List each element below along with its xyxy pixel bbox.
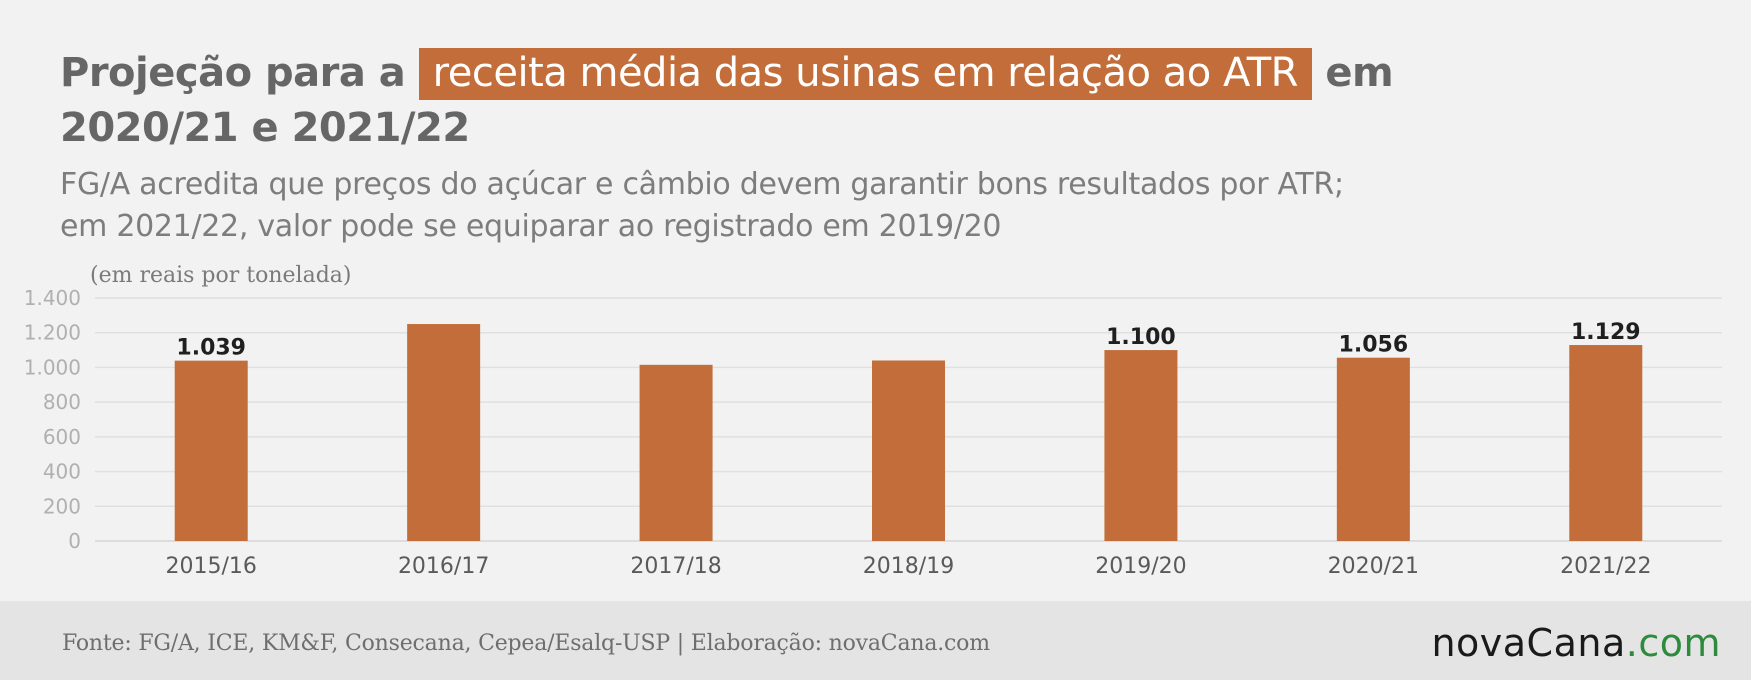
bar-2015-16 [174, 360, 248, 541]
y-tick-label: 600 [43, 425, 81, 449]
chart-subtitle: FG/A acredita que preços do açúcar e câm… [60, 164, 1660, 248]
title-years: 2020/21 e 2021/22 [60, 105, 470, 151]
title-end: em [1325, 50, 1394, 96]
data-labels: 1.039 1.100 1.056 1.129 [176, 320, 1640, 361]
subtitle-line-1: FG/A acredita que preços do açúcar e câm… [60, 167, 1344, 202]
data-label: 1.100 [1106, 325, 1176, 350]
x-tick-label: 2020/21 [1328, 554, 1419, 579]
novacana-logo: novaCana.com [1431, 621, 1721, 665]
x-tick-label: 2021/22 [1560, 554, 1651, 579]
bar-2017-18 [639, 364, 713, 541]
y-tick-label: 200 [43, 494, 81, 518]
y-tick-label: 1.400 [24, 286, 81, 310]
y-tick-label: 0 [68, 529, 81, 553]
x-tick-label: 2017/18 [630, 554, 721, 579]
x-tick-label: 2016/17 [398, 554, 489, 579]
logo-text-nova: nova [1431, 621, 1527, 665]
y-axis-unit-label: (em reais por tonelada) [90, 263, 351, 288]
data-label: 1.129 [1571, 320, 1641, 345]
bar-2018-19 [872, 360, 945, 541]
y-tick-label: 1.200 [24, 321, 81, 345]
logo-text-cana: Cana [1526, 621, 1626, 665]
title-start: Projeção para a [60, 50, 406, 96]
x-tick-label: 2019/20 [1095, 554, 1186, 579]
data-label: 1.056 [1339, 333, 1409, 358]
x-axis-ticks: 2015/16 2016/17 2017/18 2018/19 2019/20 2020/… [166, 554, 1652, 579]
bars [174, 324, 1643, 541]
y-tick-label: 1.000 [24, 355, 81, 379]
bar-2020-21 [1336, 357, 1410, 541]
bar-2019-20 [1104, 350, 1178, 541]
y-tick-label: 400 [43, 460, 81, 484]
footer: Fonte: FG/A, ICE, KM&F, Consecana, Cepea… [0, 601, 1751, 680]
title-highlight: receita média das usinas em relação ao A… [418, 48, 1312, 100]
bar-chart: 0 200 400 600 800 1.000 1.200 1.400 (em reais p… [24, 263, 1722, 579]
x-tick-label: 2018/19 [863, 554, 954, 579]
source-note: Fonte: FG/A, ICE, KM&F, Consecana, Cepea… [62, 631, 990, 656]
x-tick-label: 2015/16 [166, 554, 257, 579]
y-tick-label: 800 [43, 390, 81, 414]
logo-text-com: .com [1625, 621, 1721, 665]
subtitle-line-2: em 2021/22, valor pode se equiparar ao r… [60, 209, 1002, 244]
bar-2021-22 [1569, 345, 1643, 541]
chart-title: Projeção para a receita média das usinas… [60, 46, 1620, 156]
bar-2016-17 [407, 324, 481, 541]
y-axis-ticks: 0 200 400 600 800 1.000 1.200 1.400 [24, 286, 81, 553]
data-label: 1.039 [176, 336, 246, 361]
